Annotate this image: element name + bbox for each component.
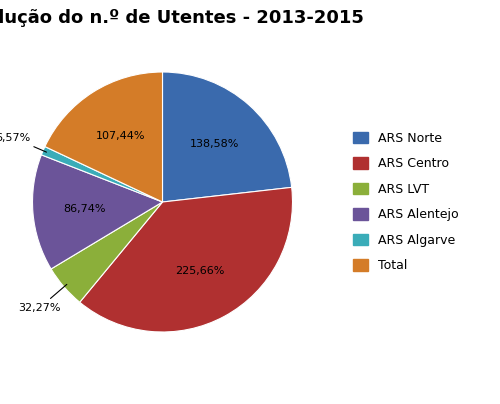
Title: Evolução do n.º de Utentes - 2013-2015: Evolução do n.º de Utentes - 2013-2015 xyxy=(0,9,364,27)
Wedge shape xyxy=(162,72,292,202)
Legend: ARS Norte, ARS Centro, ARS LVT, ARS Alentejo, ARS Algarve, Total: ARS Norte, ARS Centro, ARS LVT, ARS Alen… xyxy=(348,127,463,277)
Wedge shape xyxy=(45,72,162,202)
Text: 107,44%: 107,44% xyxy=(96,131,146,141)
Text: 86,74%: 86,74% xyxy=(64,204,106,214)
Wedge shape xyxy=(51,202,162,302)
Wedge shape xyxy=(32,155,162,269)
Text: 138,58%: 138,58% xyxy=(190,139,239,149)
Wedge shape xyxy=(80,187,292,332)
Text: 6,57%: 6,57% xyxy=(0,133,46,152)
Text: 225,66%: 225,66% xyxy=(175,265,224,276)
Wedge shape xyxy=(42,147,162,202)
Text: 32,27%: 32,27% xyxy=(18,284,67,313)
